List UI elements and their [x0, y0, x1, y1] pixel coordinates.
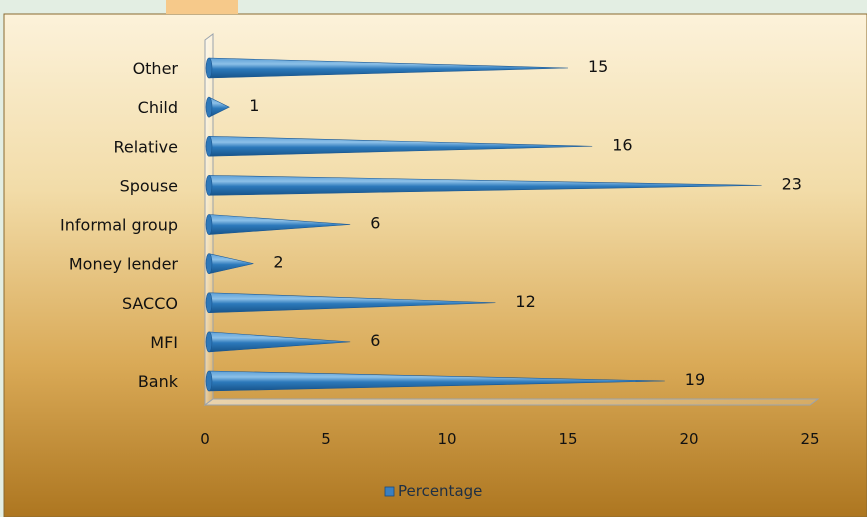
legend: Percentage [384, 482, 482, 500]
category-label: Child [138, 98, 178, 117]
cone-base [205, 214, 213, 235]
cone-base [205, 96, 213, 118]
legend-entry-percentage: Percentage [398, 482, 482, 500]
floor [203, 398, 820, 406]
data-label: 1 [249, 96, 259, 115]
x-tick-label: 20 [679, 430, 698, 448]
corner-tab [166, 0, 238, 14]
cone-base [205, 370, 213, 392]
bars-layer [205, 57, 762, 392]
cone-base [205, 135, 213, 157]
data-label: 12 [515, 292, 535, 311]
x-tick-label: 5 [321, 430, 331, 448]
category-label: Bank [138, 372, 179, 391]
x-tick-label: 10 [437, 430, 456, 448]
cone-base [205, 331, 213, 353]
x-tick-label: 0 [200, 430, 210, 448]
cone-base [205, 175, 213, 196]
x-tick-label: 25 [800, 430, 819, 448]
data-label: 19 [685, 370, 705, 389]
data-label: 15 [588, 57, 608, 76]
data-label: 6 [370, 331, 380, 350]
category-label: Money lender [69, 255, 179, 274]
chart-background [3, 13, 867, 517]
category-label: Informal group [60, 216, 178, 235]
data-label: 23 [782, 174, 802, 193]
category-label: Other [133, 59, 179, 78]
cone-base [205, 253, 213, 274]
category-label: SACCO [122, 294, 178, 313]
cone-base [205, 292, 213, 314]
category-label: Spouse [120, 176, 178, 195]
data-label: 6 [370, 214, 380, 233]
x-tick-label: 15 [558, 430, 577, 448]
legend-swatch [384, 486, 395, 497]
cone-base [205, 57, 213, 79]
category-label: Relative [113, 137, 178, 156]
data-label: 16 [612, 135, 632, 154]
data-label: 2 [273, 253, 283, 272]
category-label: MFI [150, 333, 178, 352]
